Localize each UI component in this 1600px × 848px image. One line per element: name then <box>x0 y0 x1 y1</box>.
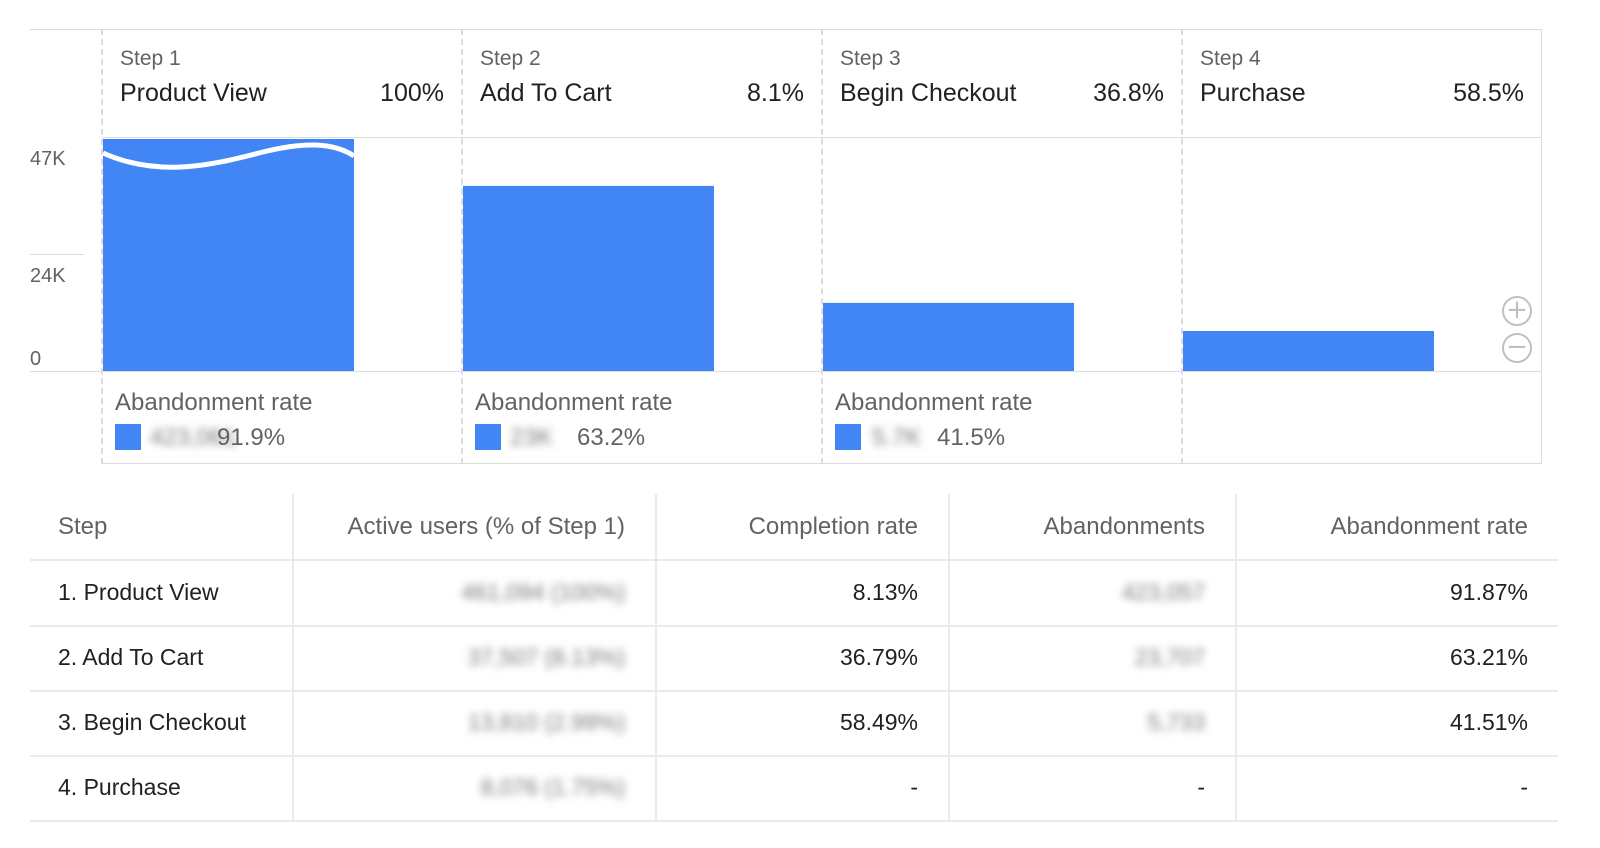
abandonment-label: Abandonment rate <box>475 389 673 416</box>
table-row: 3. Begin Checkout 13,810 (2.99%) 58.49% … <box>30 690 1558 757</box>
column-separator <box>948 494 950 822</box>
cell-active-users: 461,094 (100%) <box>292 560 655 625</box>
y-tick-label: 47K <box>30 148 66 170</box>
cell-abandonments-value: 23,707 <box>1134 644 1205 670</box>
step-percentage: 100% <box>380 79 444 107</box>
cell-abandonments: - <box>1197 774 1205 800</box>
y-tick-label: 0 <box>30 348 42 370</box>
cell-abandonment-rate: - <box>1520 774 1528 800</box>
abandonment-label: Abandonment rate <box>115 389 313 416</box>
column-header-abandonment-rate[interactable]: Abandonment rate <box>1330 512 1528 540</box>
y-tick-label: 24K <box>30 265 66 287</box>
table-row: 2. Add To Cart 37,507 (8.13%) 36.79% 23,… <box>30 625 1558 692</box>
step-name: Add To Cart <box>480 79 612 107</box>
table-row: 1. Product View 461,094 (100%) 8.13% 423… <box>30 560 1558 627</box>
step-divider <box>1181 29 1183 464</box>
column-header-active-users[interactable]: Active users (% of Step 1) <box>347 512 625 540</box>
step-name: Begin Checkout <box>840 79 1017 107</box>
cell-completion-rate: 36.79% <box>839 644 918 670</box>
cell-abandonments-value: 5,733 <box>1147 709 1205 735</box>
cell-step: 2. Add To Cart <box>58 644 204 670</box>
cell-abandonments: 23,707 <box>948 625 1235 690</box>
cell-abandonments: 5,733 <box>948 690 1235 755</box>
cell-active-users: 37,507 (8.13%) <box>292 625 655 690</box>
cell-active-users-value: 37,507 (8.13%) <box>467 644 625 670</box>
y-gridline-24k <box>30 254 84 255</box>
cell-abandonments-value: 423,057 <box>1121 579 1205 605</box>
step-percentage: 8.1% <box>747 79 804 107</box>
abandonment-rate: 63.2% <box>577 424 646 451</box>
step-divider <box>461 29 463 464</box>
funnel-chart: 47K 24K 0 Step 1 Product View 100% Step … <box>30 29 1542 464</box>
column-separator <box>655 494 657 822</box>
chart-right-border <box>1541 29 1542 464</box>
cell-abandonment-rate: 41.51% <box>1449 709 1528 735</box>
step-divider <box>821 29 823 464</box>
cell-active-users: 8,076 (1.75%) <box>292 755 655 820</box>
step-label: Step 3 <box>840 47 901 70</box>
funnel-bar[interactable] <box>1183 331 1434 371</box>
column-header-completion-rate[interactable]: Completion rate <box>748 512 918 540</box>
abandonment-rate: 41.5% <box>937 424 1006 451</box>
cell-active-users-value: 8,076 (1.75%) <box>480 774 625 800</box>
abandonment-swatch <box>115 424 141 450</box>
step-label: Step 1 <box>120 47 181 70</box>
table-header-row: Step Active users (% of Step 1) Completi… <box>30 494 1558 561</box>
cell-abandonments: 423,057 <box>948 560 1235 625</box>
chart-top-border <box>30 29 1542 30</box>
funnel-bar[interactable] <box>463 185 714 371</box>
funnel-bars <box>101 139 1434 371</box>
cell-completion-rate: - <box>910 774 918 800</box>
cell-active-users-value: 461,094 (100%) <box>461 579 625 605</box>
cell-step: 3. Begin Checkout <box>58 709 246 735</box>
cell-completion-rate: 8.13% <box>852 579 918 605</box>
column-header-step[interactable]: Step <box>58 512 108 540</box>
column-separator <box>1235 494 1237 822</box>
axis-break-marker <box>101 142 356 170</box>
step-percentage: 58.5% <box>1453 79 1524 107</box>
abandonment-count: 423,061 <box>150 424 237 451</box>
abandonment-swatch <box>835 424 861 450</box>
zoom-out-icon[interactable]: − <box>1502 333 1532 363</box>
cell-active-users-value: 13,810 (2.99%) <box>467 709 625 735</box>
column-header-abandonments[interactable]: Abandonments <box>1043 512 1205 540</box>
abandonment-count: 5.7K <box>872 424 922 451</box>
step-name: Purchase <box>1200 79 1306 107</box>
cell-completion-rate: 58.49% <box>839 709 918 735</box>
cell-step: 1. Product View <box>58 579 219 605</box>
step-name: Product View <box>120 79 267 107</box>
chart-baseline <box>30 371 1542 372</box>
column-separator <box>292 494 294 822</box>
abandonment-count: 23K <box>510 424 553 451</box>
abandonment-rate: 91.9% <box>217 424 286 451</box>
cell-active-users: 13,810 (2.99%) <box>292 690 655 755</box>
step-label: Step 2 <box>480 47 541 70</box>
step-percentage: 36.8% <box>1093 79 1164 107</box>
abandonment-label: Abandonment rate <box>835 389 1033 416</box>
step-divider <box>101 29 103 464</box>
cell-step: 4. Purchase <box>58 774 181 800</box>
funnel-bar[interactable] <box>823 302 1074 371</box>
step-label: Step 4 <box>1200 47 1261 70</box>
funnel-bar[interactable] <box>103 139 354 371</box>
cell-abandonment-rate: 63.21% <box>1449 644 1528 670</box>
abandonment-swatch <box>475 424 501 450</box>
table-row: 4. Purchase 8,076 (1.75%) - - - <box>30 755 1558 822</box>
zoom-in-icon[interactable]: + <box>1502 296 1532 326</box>
cell-abandonment-rate: 91.87% <box>1449 579 1528 605</box>
